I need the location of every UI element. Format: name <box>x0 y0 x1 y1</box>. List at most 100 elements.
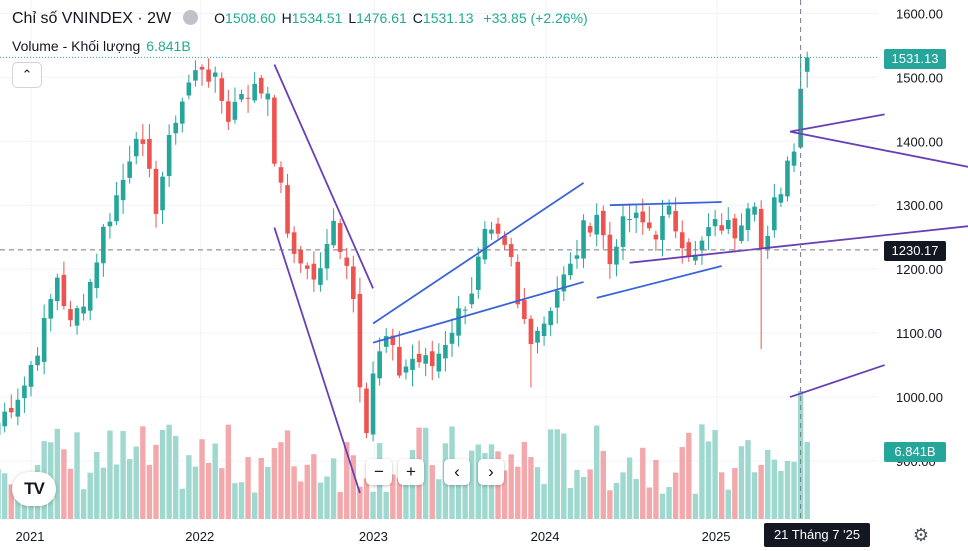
candle-body <box>614 246 619 265</box>
candle-body <box>278 167 284 183</box>
close-value: 1531.13 <box>422 10 474 26</box>
volume-bar <box>758 464 764 519</box>
drawing-channel_upper <box>789 113 885 133</box>
volume-bar <box>699 424 705 519</box>
candle-body <box>28 364 34 387</box>
candle-body <box>114 195 119 222</box>
volume-bar <box>390 474 396 519</box>
candle-body <box>344 257 350 266</box>
symbol-title[interactable]: Chỉ số VNINDEX · 2W <box>12 10 172 27</box>
volume-bar <box>672 472 679 519</box>
volume-bar <box>765 449 771 519</box>
candle-body <box>212 72 218 77</box>
candle-body <box>166 135 172 177</box>
candle-body <box>133 138 139 157</box>
volume-bar <box>600 451 606 519</box>
x-tick-label: 2021 <box>16 529 45 544</box>
volume-bar <box>567 487 574 519</box>
candle-body <box>752 206 757 215</box>
candle-body <box>107 221 113 227</box>
volume-bar <box>462 482 468 519</box>
candle-body <box>22 385 27 399</box>
candle-body <box>318 268 323 285</box>
candle-body <box>15 399 21 417</box>
candle-body <box>495 223 501 234</box>
volume-bar <box>120 431 126 519</box>
volume-bar <box>501 470 508 519</box>
drawing-triangle_top <box>609 201 722 207</box>
volume-bar <box>686 432 692 519</box>
zoom-in-button[interactable]: + <box>398 459 424 485</box>
volume-bar <box>173 435 179 519</box>
candle-body <box>429 351 435 367</box>
candle-body <box>449 332 455 344</box>
candle-body <box>640 211 646 223</box>
candle-body <box>199 66 205 70</box>
candle-body <box>791 151 797 166</box>
candle-body <box>587 226 593 233</box>
candle-body <box>390 335 396 346</box>
candle-body <box>285 185 290 234</box>
settings-gear-icon[interactable]: ⚙ <box>912 525 930 545</box>
volume-bar <box>613 483 620 519</box>
candle-body <box>568 263 573 276</box>
candle-body <box>219 78 225 101</box>
candle-body <box>778 194 784 203</box>
scroll-right-button[interactable]: › <box>478 459 504 485</box>
candle-body <box>541 323 547 337</box>
x-tick-label: 2025 <box>702 529 731 544</box>
zoom-out-button[interactable]: − <box>366 459 392 485</box>
volume-bar <box>429 465 435 519</box>
volume-bar <box>179 488 185 519</box>
volume-bar <box>238 482 245 519</box>
candle-body <box>94 262 100 288</box>
volume-label[interactable]: Volume - Khối lượng <box>12 38 141 54</box>
candle-body <box>331 220 336 246</box>
volume-bar <box>297 481 304 519</box>
candle-body <box>127 161 132 178</box>
candle-body <box>745 208 751 231</box>
candle-body <box>673 210 678 232</box>
volume-bar <box>403 459 409 519</box>
volume-badge: 6.841B <box>884 442 946 462</box>
low-value: 1476.61 <box>356 10 407 26</box>
candle-body <box>719 225 724 231</box>
candle-body <box>87 281 93 311</box>
x-tick-label: 2022 <box>185 529 214 544</box>
candle-body <box>574 255 580 259</box>
y-tick-label: 1400.00 <box>896 134 943 149</box>
volume-bar <box>80 489 87 519</box>
volume-bar <box>422 427 429 519</box>
candle-body <box>804 57 810 72</box>
volume-bar <box>679 447 685 519</box>
volume-bar <box>607 490 613 519</box>
volume-bar <box>534 467 541 519</box>
candle-body <box>528 318 534 345</box>
volume-bar <box>732 468 738 519</box>
candle-body <box>140 139 146 144</box>
volume-bar <box>324 476 330 519</box>
candle-body <box>101 226 106 264</box>
volume-bar <box>594 425 600 519</box>
volume-bar <box>804 442 810 519</box>
close-label: C <box>412 10 423 26</box>
volume-bar <box>561 433 567 519</box>
candle-body <box>627 218 632 220</box>
candle-body <box>48 299 54 319</box>
candle-body <box>324 244 330 269</box>
candle-body <box>660 216 665 240</box>
volume-bar <box>61 449 67 519</box>
tradingview-logo[interactable]: TV <box>12 472 56 506</box>
open-label: O <box>214 10 226 26</box>
scroll-left-button[interactable]: ‹ <box>444 459 470 485</box>
candle-body <box>522 300 527 320</box>
volume-bar <box>363 478 370 519</box>
candle-body <box>416 353 422 363</box>
high-label: H <box>281 10 292 26</box>
collapse-legend-button[interactable]: ⌃ <box>12 62 42 88</box>
open-value: 1508.60 <box>225 10 276 26</box>
volume-bar <box>469 450 475 519</box>
candle-body <box>535 330 540 343</box>
candle-body <box>265 93 271 100</box>
